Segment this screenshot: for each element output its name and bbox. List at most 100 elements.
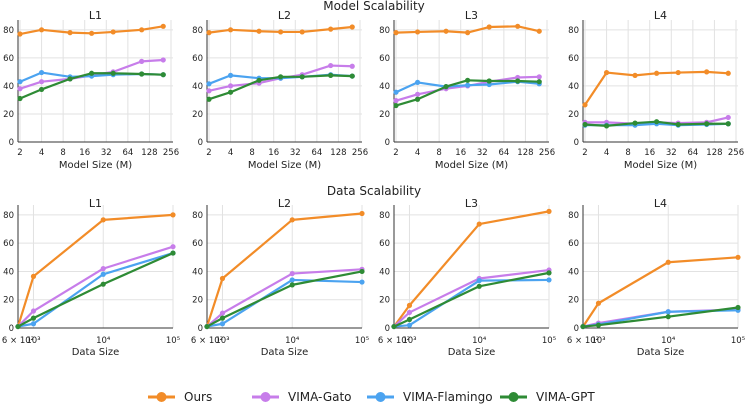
y-tick-label: 40	[3, 267, 14, 277]
data-point-ours	[170, 212, 176, 218]
data-point-gpt	[219, 315, 226, 321]
data-point-flamingo	[30, 321, 37, 327]
series-gpt	[204, 268, 365, 330]
data-point-ours	[414, 29, 421, 35]
data-point-ours	[486, 24, 492, 30]
x-tick-label: 10⁴	[96, 336, 111, 346]
data-point-gpt	[17, 95, 23, 102]
x-tick-label: 2	[582, 148, 587, 158]
x-tick-label: 64	[311, 148, 322, 158]
y-tick-label: 0	[574, 138, 579, 148]
x-tick-label: 6 × 10²	[378, 336, 410, 346]
model-scalability-title: Model Scalability	[323, 0, 425, 13]
data-point-gpt	[67, 76, 73, 82]
data-point-ours	[536, 28, 542, 34]
data-point-gato	[38, 79, 45, 85]
x-axis-label: Data Size	[261, 347, 309, 358]
data-point-flamingo	[227, 72, 234, 78]
x-tick-label: 6 × 10²	[191, 336, 223, 346]
y-tick-label: 20	[568, 296, 579, 306]
data-point-gato	[206, 88, 212, 94]
data-point-gpt	[110, 70, 116, 76]
series-line-gato	[393, 268, 550, 328]
data-point-ours	[546, 208, 552, 214]
data-point-ours	[17, 31, 23, 37]
data-point-gpt	[675, 121, 681, 128]
data-point-gpt	[206, 96, 212, 102]
panel-model-l4: L4 0 20 40 60 80 2 4 8 16 32 64 128 256 Model Size (M)	[568, 9, 744, 171]
x-tick-label: 2	[206, 148, 211, 158]
panel-title-model-l2: L2	[278, 9, 291, 22]
series-line-flamingo	[17, 252, 174, 328]
y-tick-label: 40	[568, 82, 579, 92]
x-tick-label: 10³	[215, 336, 229, 346]
panel-title-data-l3: L3	[465, 197, 478, 210]
x-tick-label: 256	[539, 148, 555, 158]
data-point-ours	[603, 69, 610, 76]
data-point-gpt	[582, 121, 588, 128]
series-gpt	[391, 270, 552, 330]
data-point-gpt	[654, 119, 660, 125]
data-point-gato	[414, 91, 421, 97]
legend-item-ours: Ours	[148, 390, 212, 404]
data-point-ours	[515, 23, 521, 29]
data-point-gato	[349, 63, 355, 69]
data-point-gpt	[256, 77, 262, 83]
x-tick-label: 10⁴	[285, 336, 300, 346]
data-point-gato	[328, 62, 334, 69]
legend: Ours VIMA-Gato VIMA-Flamingo VIMA-GPT	[148, 390, 595, 404]
data-point-ours	[443, 28, 449, 34]
panel-title-model-l1: L1	[89, 9, 102, 22]
data-point-flamingo	[546, 277, 552, 283]
data-point-ours	[465, 30, 471, 36]
series-line-ours	[582, 256, 739, 328]
data-point-ours	[278, 29, 284, 35]
data-point-gpt	[735, 304, 741, 311]
data-point-flamingo	[38, 69, 45, 76]
y-tick-label: 0	[385, 324, 390, 334]
x-tick-label: 8	[436, 148, 441, 158]
data-point-flamingo	[406, 322, 413, 328]
series-line-gpt	[393, 271, 550, 328]
y-tick-label: 60	[3, 239, 14, 249]
y-tick-label: 40	[192, 82, 203, 92]
data-point-ours	[256, 28, 262, 34]
panel-title-model-l4: L4	[654, 9, 667, 22]
data-point-gpt	[443, 84, 449, 90]
data-point-gpt	[160, 72, 166, 78]
series-ours	[15, 212, 176, 330]
data-point-ours	[100, 217, 106, 223]
x-tick-label: 10⁴	[472, 336, 487, 346]
data-point-ours	[160, 23, 166, 29]
series-ours	[391, 208, 552, 330]
panel-model-l1: L1 0 20 40 60 80 2 4 8 16 32 64 128 256 Model Size (M)	[3, 9, 179, 171]
data-point-gpt	[15, 323, 21, 330]
data-point-gpt	[632, 120, 638, 126]
x-tick-label: 16	[79, 148, 90, 158]
y-tick-label: 80	[379, 211, 390, 221]
x-tick-label: 4	[415, 148, 420, 158]
y-tick-label: 20	[192, 296, 203, 306]
series-flamingo	[391, 277, 552, 330]
data-point-gpt	[391, 323, 397, 330]
data-point-gpt	[299, 74, 305, 80]
x-axis-label: Data Size	[448, 347, 496, 358]
y-tick-label: 20	[568, 110, 579, 120]
y-tick-label: 40	[3, 82, 14, 92]
series-ours	[17, 23, 166, 37]
series-gpt	[580, 304, 741, 330]
data-point-ours	[289, 217, 295, 223]
legend-label-ours: Ours	[184, 390, 212, 404]
data-point-ours	[595, 300, 602, 306]
x-tick-label: 10⁵	[542, 336, 556, 346]
data-point-gato	[536, 74, 542, 80]
x-tick-label: 64	[687, 148, 698, 158]
x-tick-label: 256	[352, 148, 368, 158]
legend-marker-vima-gpt	[508, 392, 519, 402]
data-point-gpt	[278, 74, 284, 80]
data-point-gpt	[393, 102, 399, 109]
legend-label-vima-flamingo: VIMA-Flamingo	[403, 390, 493, 404]
